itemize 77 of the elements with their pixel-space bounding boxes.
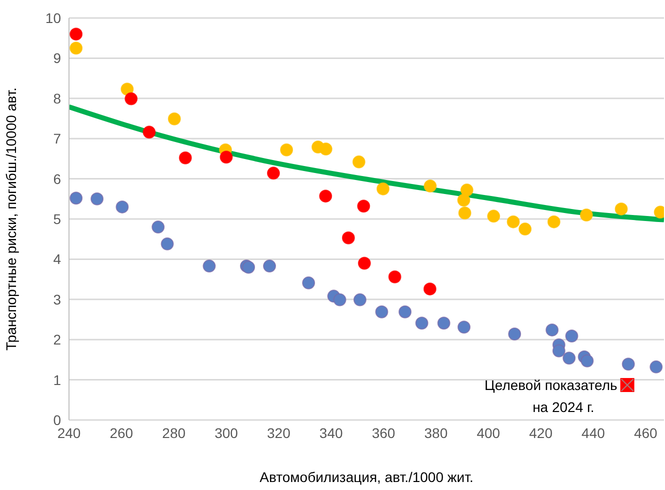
x-tick-label: 280 [162, 424, 186, 441]
point [70, 192, 83, 205]
point [388, 270, 402, 284]
y-tick-label: 7 [53, 130, 62, 147]
x-tick-label: 340 [319, 424, 344, 441]
point [319, 142, 332, 156]
point [487, 210, 500, 223]
point [423, 282, 436, 296]
point [547, 215, 560, 228]
x-tick-label: 300 [214, 424, 238, 441]
point [398, 305, 412, 318]
point [358, 256, 371, 270]
point [152, 220, 165, 234]
y-tick-label: 6 [53, 170, 62, 187]
point [302, 276, 316, 290]
point [202, 260, 216, 273]
x-tick-label: 400 [476, 424, 500, 441]
point [375, 305, 388, 318]
point [415, 316, 428, 330]
point [580, 208, 593, 222]
point [622, 358, 635, 371]
y-tick-label: 1 [53, 372, 62, 388]
point [565, 329, 578, 342]
point [552, 344, 566, 358]
point [263, 260, 276, 273]
y-tick-label: 9 [53, 50, 62, 66]
x-tick-label: 360 [372, 424, 396, 441]
point [120, 82, 134, 96]
x-tick-label: 440 [582, 424, 606, 441]
point [546, 323, 559, 336]
point [220, 150, 233, 164]
point [142, 126, 156, 139]
point [352, 155, 366, 168]
point [280, 143, 294, 156]
x-tick-label: 420 [529, 424, 553, 441]
point [457, 194, 470, 207]
point [458, 206, 472, 220]
x-tick-label: 320 [267, 424, 291, 441]
point [508, 327, 522, 340]
point [518, 222, 532, 236]
point [333, 293, 346, 306]
point [116, 200, 129, 214]
point [160, 237, 174, 250]
point [458, 320, 471, 334]
point [90, 192, 104, 206]
y-axis-title: Транспортные риски, погибш./10000 авт. [2, 88, 19, 350]
x-tick-label: 380 [424, 424, 448, 441]
point [424, 180, 437, 193]
point [266, 166, 280, 180]
y-tick-label: 5 [53, 210, 62, 227]
point [178, 151, 192, 164]
y-tick-label: 8 [53, 90, 62, 106]
y-tick-label: 4 [53, 251, 62, 268]
y-tick-label: 10 [45, 10, 62, 26]
point [70, 28, 83, 41]
point [580, 354, 594, 368]
annotation: Целевой показатель на 2024 г. [484, 377, 618, 416]
point [357, 200, 370, 213]
point [437, 316, 450, 330]
x-tick-label: 260 [110, 424, 134, 441]
y-tick-label: 2 [53, 332, 62, 348]
y-tick-label: 3 [53, 291, 62, 308]
point [562, 352, 576, 365]
x-axis-title: Автомобилизация, авт./1000 жит. [260, 468, 474, 485]
point [506, 215, 520, 228]
point [376, 182, 390, 196]
point [614, 202, 628, 216]
point [353, 293, 366, 306]
point [319, 190, 332, 203]
point [242, 260, 256, 274]
point [460, 184, 474, 197]
point [342, 231, 355, 244]
point [650, 360, 663, 374]
point [168, 112, 181, 126]
point [124, 92, 138, 106]
x-tick-label: 460 [634, 424, 658, 441]
point [70, 42, 83, 55]
